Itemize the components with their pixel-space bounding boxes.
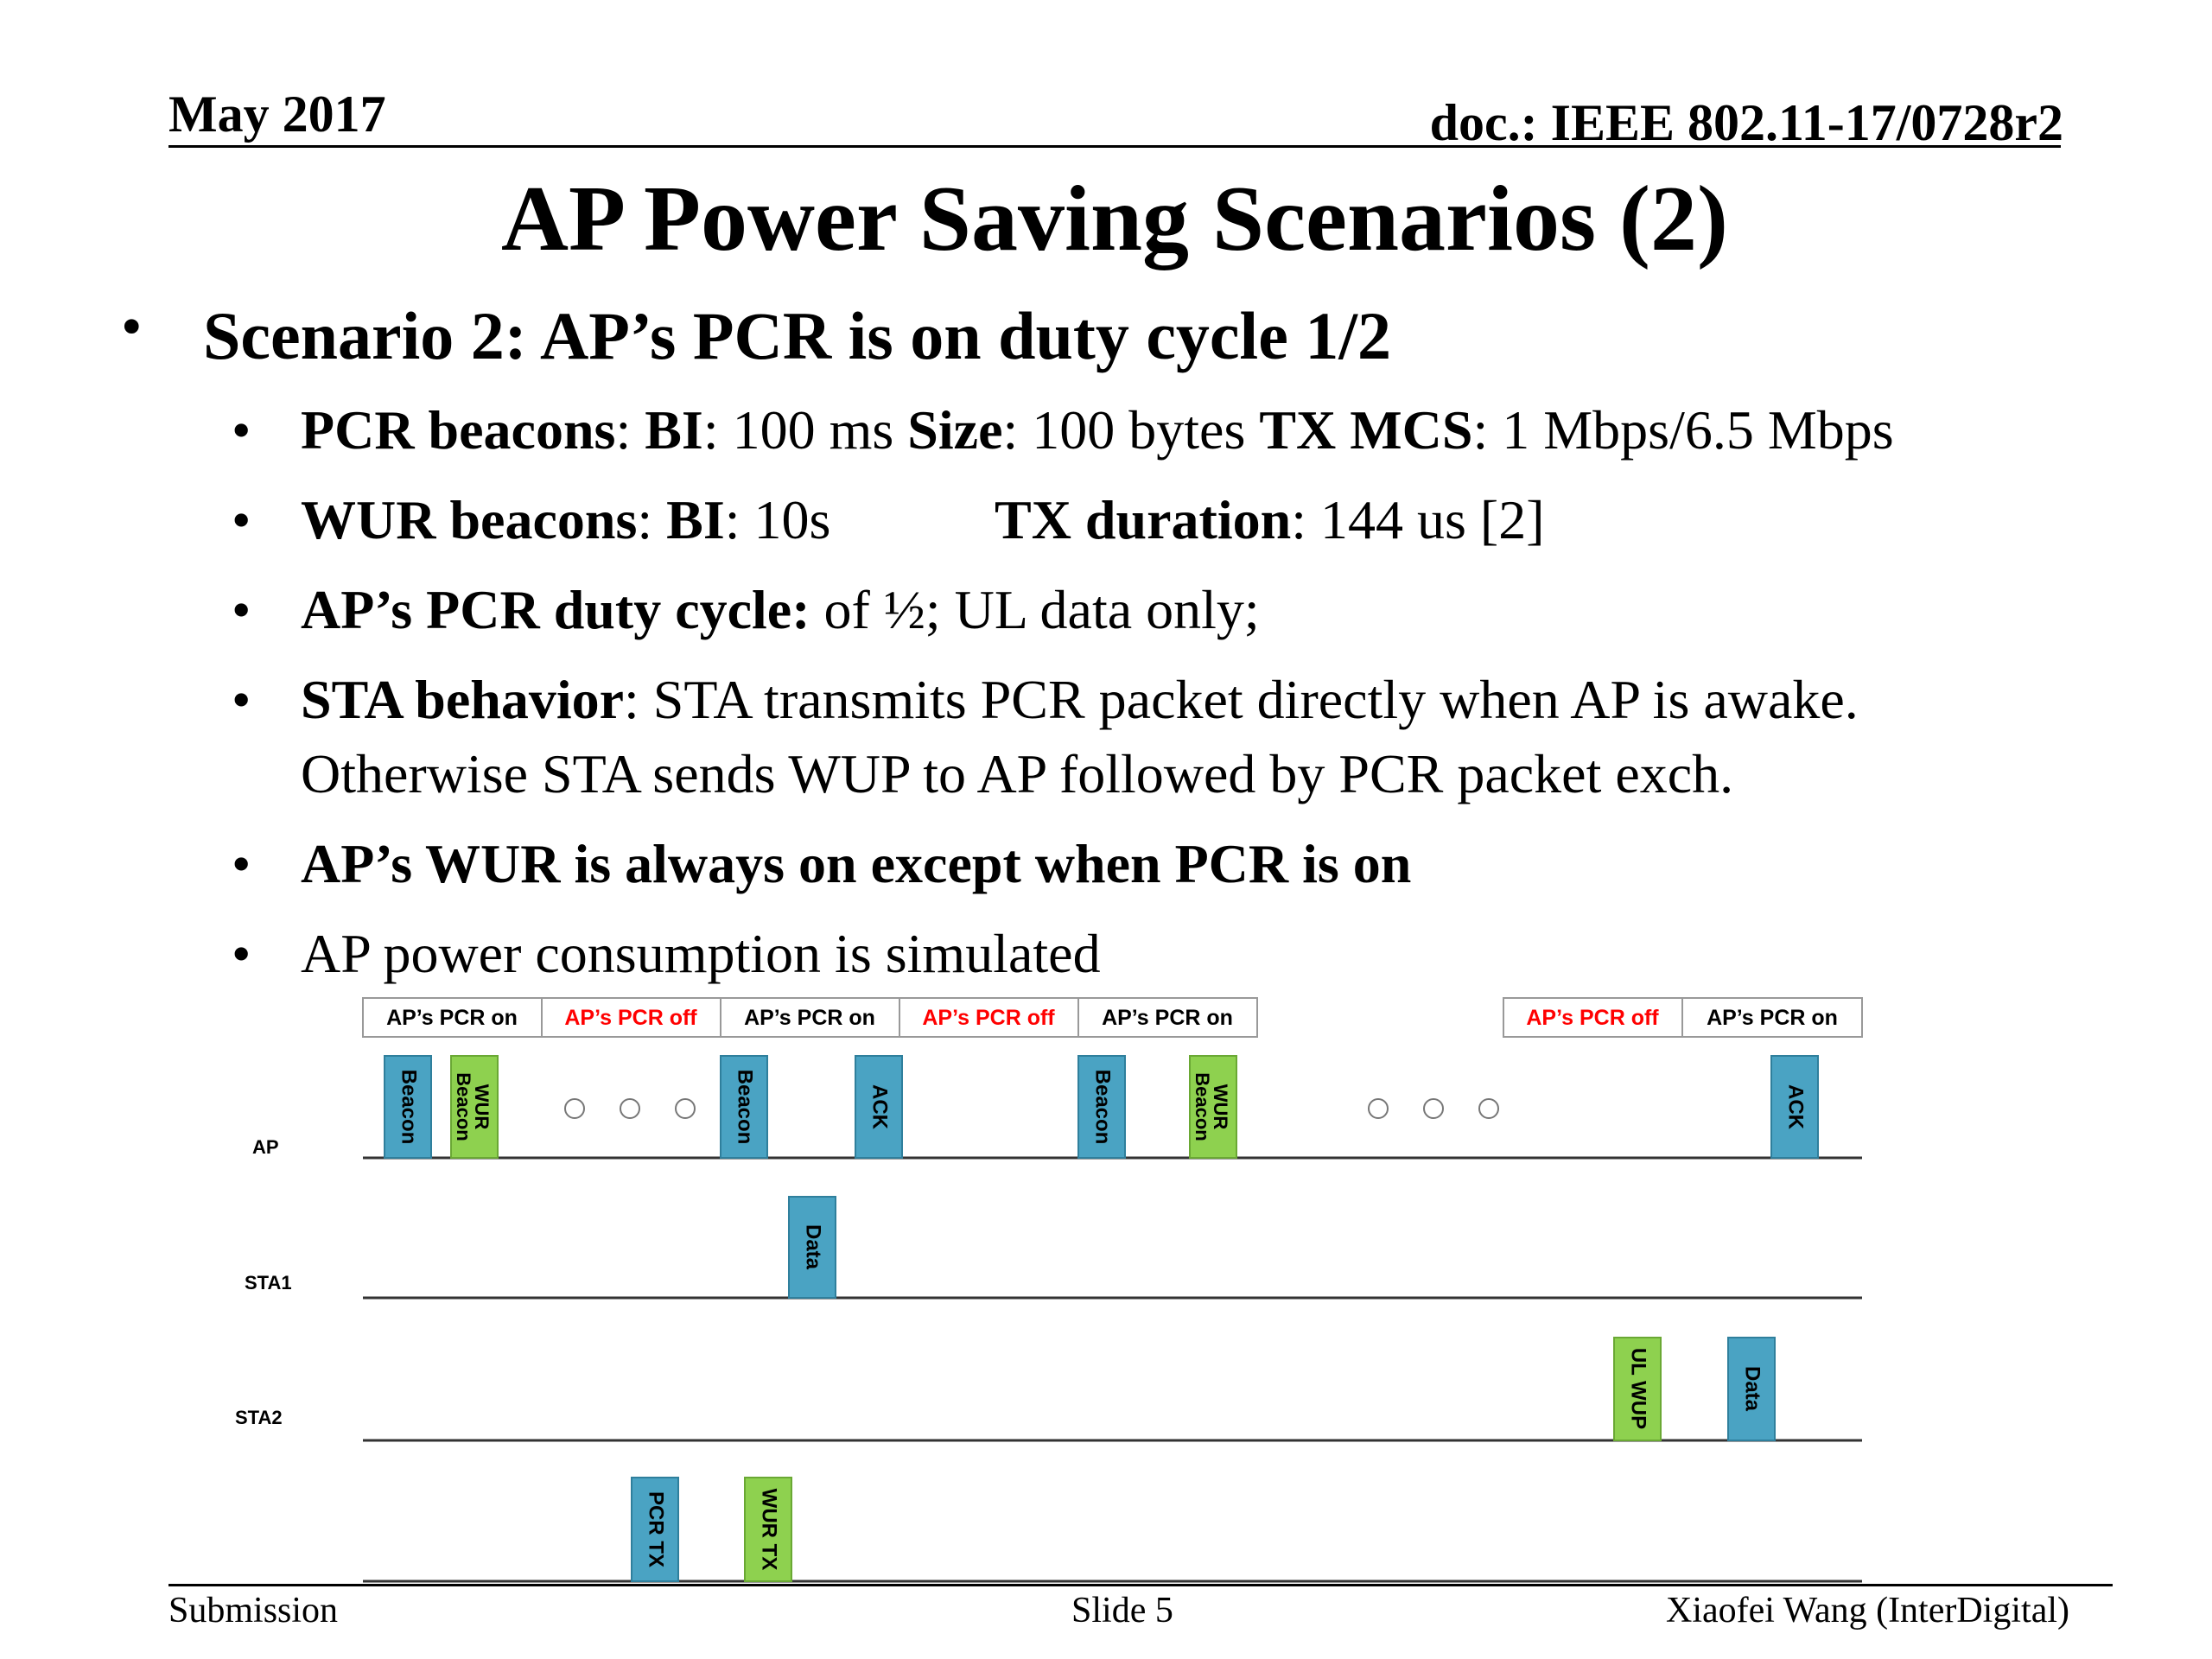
bullet-duty-cycle-text: AP’s PCR duty cycle: of ½; UL data only;	[301, 575, 1260, 645]
term: Size	[907, 399, 1003, 461]
bullet-dot: •	[121, 294, 143, 360]
legend-wur-tx-block	[744, 1477, 792, 1582]
ellipsis-dots-1	[564, 1098, 696, 1119]
sta1-data-label: Data	[802, 1224, 825, 1270]
sta2-data-block	[1727, 1337, 1776, 1441]
ap-ack-label: ACK	[1784, 1084, 1808, 1130]
term: PCR beacons	[301, 399, 616, 461]
ap-wur-beacon-label-1: WUR	[471, 1084, 493, 1130]
bullet-sta-behavior-line2: Otherwise STA sends WUP to AP followed b…	[301, 743, 1734, 804]
state-label-on: AP’s PCR on	[744, 1006, 875, 1030]
ap-wur-beacon-label-1: WUR	[1210, 1084, 1231, 1130]
state-label-on: AP’s PCR on	[1707, 1006, 1838, 1030]
pcr-state-bar-1: AP’s PCR on AP’s PCR off AP’s PCR on AP’…	[362, 997, 1258, 1038]
pcr-state-bar-2: AP’s PCR off AP’s PCR on	[1503, 997, 1863, 1038]
ellipsis-dots-2	[1368, 1098, 1499, 1119]
text: of ½; UL data only;	[810, 579, 1260, 640]
term: AP’s PCR duty cycle:	[301, 579, 810, 640]
bullet-dot: •	[232, 579, 251, 640]
bullet-power-sim-text: AP power consumption is simulated	[301, 923, 1101, 984]
bullet-dot: •	[232, 489, 251, 550]
header-doc-id: doc.: IEEE 802.11-17/0728r2	[1429, 94, 2063, 151]
term: WUR beacons	[301, 489, 638, 550]
ap-ack-block	[1770, 1055, 1819, 1159]
ap-wur-beacon-label-2: Beacon	[1192, 1072, 1213, 1141]
state-label-on: AP’s PCR on	[1102, 1006, 1233, 1030]
text: : 144 us [2]	[1291, 489, 1545, 550]
footer-author: Xiaofei Wang (InterDigital)	[1665, 1591, 2069, 1630]
term: STA behavior	[301, 669, 624, 730]
bullet-dot: •	[232, 923, 251, 984]
header-rule	[168, 145, 2061, 148]
bullet-main-text: Scenario 2: AP’s PCR is on duty cycle 1/…	[203, 298, 1392, 373]
text: : 100 bytes	[1002, 399, 1260, 461]
term: TX duration	[995, 489, 1292, 550]
row-label-sta1: STA1	[245, 1272, 292, 1294]
text: :	[637, 489, 667, 550]
footer-submission: Submission	[168, 1591, 339, 1630]
ap-wur-beacon-block	[1189, 1055, 1237, 1159]
term: BI	[645, 399, 703, 461]
sta2-ul-wup-label: UL WUP	[1627, 1348, 1650, 1429]
text: : 10s	[724, 489, 831, 550]
text: : 1 Mbps/6.5 Mbps	[1472, 399, 1894, 461]
bullet-dot: •	[232, 399, 251, 461]
sta2-data-label: Data	[1741, 1366, 1764, 1412]
state-label-off: AP’s PCR off	[564, 1006, 697, 1030]
text: : 100 ms	[702, 399, 908, 461]
footer-slide-number: Slide 5	[1071, 1591, 1173, 1630]
row-label-ap: AP	[252, 1136, 279, 1158]
ap-beacon-block	[384, 1055, 432, 1159]
state-label-off: AP’s PCR off	[1526, 1006, 1659, 1030]
term: TX MCS	[1259, 399, 1473, 461]
legend-pcr-tx-label: PCR TX	[645, 1491, 668, 1567]
ap-beacon-block	[1077, 1055, 1126, 1159]
bullet-wur-always-on-text: AP’s WUR is always on except when PCR is…	[301, 833, 1412, 894]
bullet-dot: •	[232, 833, 251, 894]
bullet-sta-behavior-text: STA behavior: STA transmits PCR packet d…	[301, 665, 1859, 734]
sta1-data-block	[788, 1196, 836, 1299]
ap-wur-beacon-block	[450, 1055, 499, 1159]
term: BI	[666, 489, 725, 550]
ap-ack-block	[855, 1055, 903, 1159]
ap-wur-beacon-label-2: Beacon	[453, 1072, 474, 1141]
ap-beacon-block	[720, 1055, 768, 1159]
legend-wur-tx-label: WUR TX	[758, 1489, 781, 1571]
bullet-dot: •	[232, 669, 251, 730]
text: :	[615, 399, 645, 461]
state-label-off: AP’s PCR off	[922, 1006, 1055, 1030]
bullet-pcr-beacons-text: PCR beacons: BI: 100 ms Size: 100 bytes …	[301, 396, 1894, 465]
slide-title: AP Power Saving Scenarios (2)	[501, 168, 1728, 270]
bullet-wur-beacons-text: WUR beacons: BI: 10s	[301, 486, 830, 555]
footer-rule	[168, 1584, 2113, 1586]
ap-beacon-label: Beacon	[397, 1070, 421, 1145]
state-label-on: AP’s PCR on	[386, 1006, 518, 1030]
legend-pcr-tx-block	[631, 1477, 679, 1582]
ap-beacon-label: Beacon	[734, 1070, 757, 1145]
text: : STA transmits PCR packet directly when…	[624, 669, 1859, 730]
sta2-ul-wup-block	[1613, 1337, 1662, 1441]
bullet-wur-duration-text: TX duration: 144 us [2]	[995, 486, 1545, 555]
ap-ack-label: ACK	[868, 1084, 892, 1130]
row-label-sta2: STA2	[235, 1407, 283, 1428]
ap-beacon-label: Beacon	[1091, 1070, 1115, 1145]
header-date: May 2017	[168, 86, 386, 143]
